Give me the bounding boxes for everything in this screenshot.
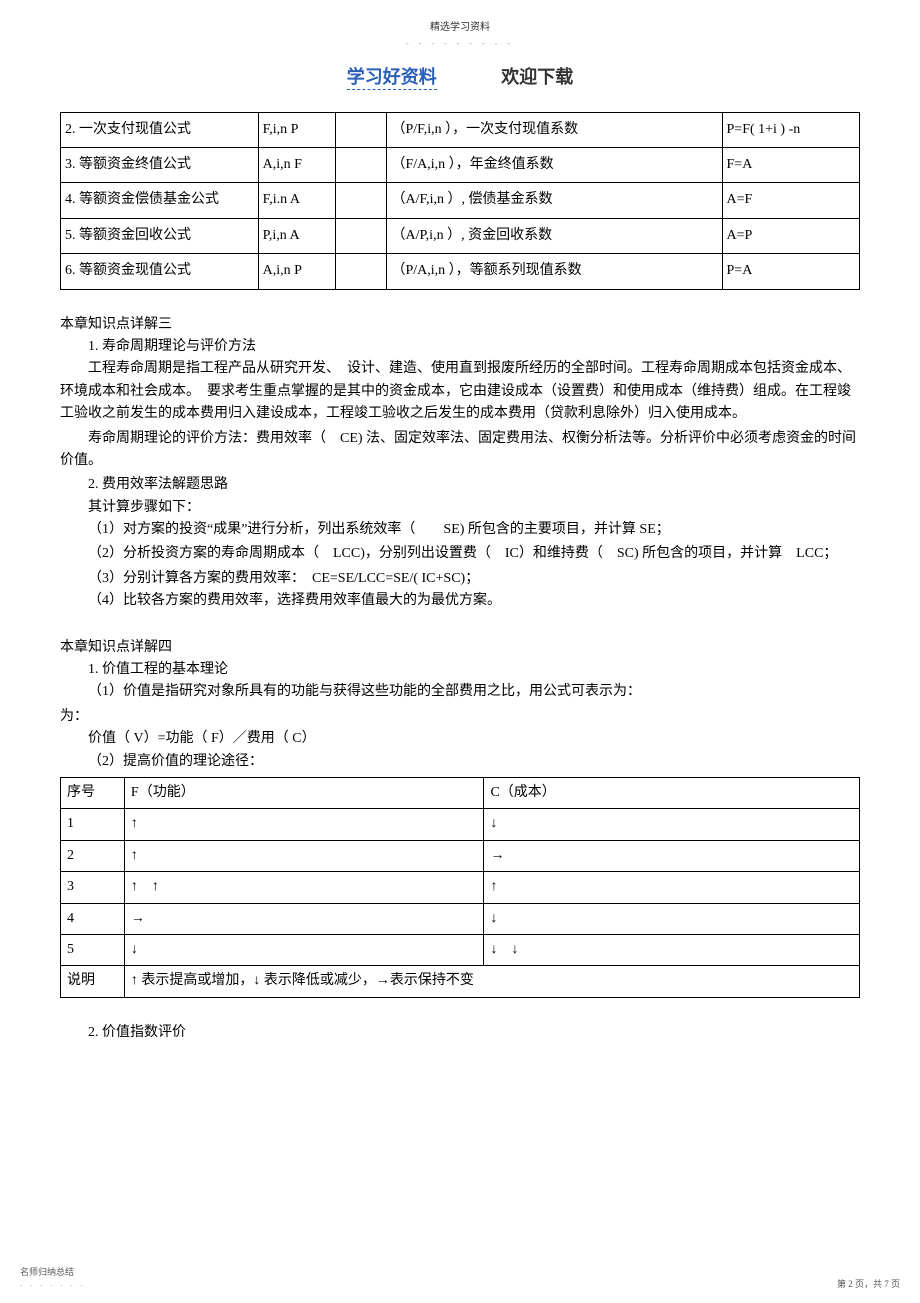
table-row: 4→↓ (61, 903, 860, 934)
formulas-table: 2. 一次支付现值公式F,i,n P （P/F,i,n ），一次支付现值系数P=… (60, 112, 860, 290)
sec3-h2: 2. 费用效率法解题思路 (60, 474, 860, 496)
table-row: 4. 等额资金偿债基金公式F,i.n A （A/F,i,n ）, 偿债基金系数A… (61, 183, 860, 218)
table-row: 1↑↓ (61, 809, 860, 840)
table-header-row: 序号F（功能）C（成本） (61, 777, 860, 808)
sec4-p1: （1）价值是指研究对象所具有的功能与获得这些功能的全部费用之比，用公式可表示为： (60, 681, 860, 703)
table-row: 2↑→ (61, 840, 860, 871)
footer-left: 名师归纳总结 - - - - - - - (20, 1265, 86, 1291)
header-left: 学习好资料 (347, 67, 437, 90)
table-row: 6. 等额资金现值公式A,i,n P （P/A,i,n ），等额系列现值系数P=… (61, 254, 860, 289)
sec3-p1: 工程寿命周期是指工程产品从研究开发、 设计、建造、使用直到报废所经历的全部时间。… (60, 358, 860, 425)
table-note-row: 说明↑ 表示提高或增加，↓ 表示降低或减少，→表示保持不变 (61, 966, 860, 997)
section-4: 本章知识点详解四 1. 价值工程的基本理论 （1）价值是指研究对象所具有的功能与… (60, 637, 860, 1044)
sec3-p5: （2）分析投资方案的寿命周期成本（ LCC)，分别列出设置费（ IC）和维持费（… (60, 543, 860, 565)
sec4-title: 本章知识点详解四 (60, 637, 860, 659)
table-row: 5. 等额资金回收公式P,i,n A （A/P,i,n ）, 资金回收系数A=P (61, 218, 860, 253)
sec4-h2: 2. 价值指数评价 (60, 1022, 860, 1044)
table-row: 2. 一次支付现值公式F,i,n P （P/F,i,n ），一次支付现值系数P=… (61, 112, 860, 147)
sec3-p3: 其计算步骤如下： (60, 497, 860, 519)
sec4-p3: （2）提高价值的理论途径： (60, 751, 860, 773)
sec3-h1: 1. 寿命周期理论与评价方法 (60, 336, 860, 358)
header-right: 欢迎下载 (501, 67, 573, 87)
sec3-title: 本章知识点详解三 (60, 314, 860, 336)
top-small-label: 精选学习资料 (60, 20, 860, 36)
sec4-p2: 价值（ V）=功能（ F）／费用（ C） (60, 728, 860, 750)
table-row: 3. 等额资金终值公式A,i,n F （F/A,i,n ），年金终值系数F=A (61, 147, 860, 182)
sec3-p6: （3）分别计算各方案的费用效率： CE=SE/LCC=SE/( IC+SC)； (60, 568, 860, 590)
sec4-h1: 1. 价值工程的基本理论 (60, 659, 860, 681)
sec3-p7: （4）比较各方案的费用效率，选择费用效率值最大的为最优方案。 (60, 590, 860, 612)
section-3: 本章知识点详解三 1. 寿命周期理论与评价方法 工程寿命周期是指工程产品从研究开… (60, 314, 860, 613)
footer-right: 第 2 页，共 7 页 (837, 1277, 900, 1291)
value-paths-table: 序号F（功能）C（成本）1↑↓2↑→3↑ ↑↑4→↓5↓↓ ↓说明↑ 表示提高或… (60, 777, 860, 998)
sec3-p2: 寿命周期理论的评价方法：费用效率（ CE) 法、固定效率法、固定费用法、权衡分析… (60, 428, 860, 473)
page-header: 学习好资料 欢迎下载 (60, 63, 860, 92)
sec3-p4: （1）对方案的投资“成果”进行分析，列出系统效率（ SE) 所包含的主要项目，并… (60, 519, 860, 541)
table-row: 5↓↓ ↓ (61, 934, 860, 965)
table-row: 3↑ ↑↑ (61, 872, 860, 903)
sec4-p1b: 为： (60, 706, 860, 728)
top-dots: - - - - - - - - - (60, 38, 860, 51)
